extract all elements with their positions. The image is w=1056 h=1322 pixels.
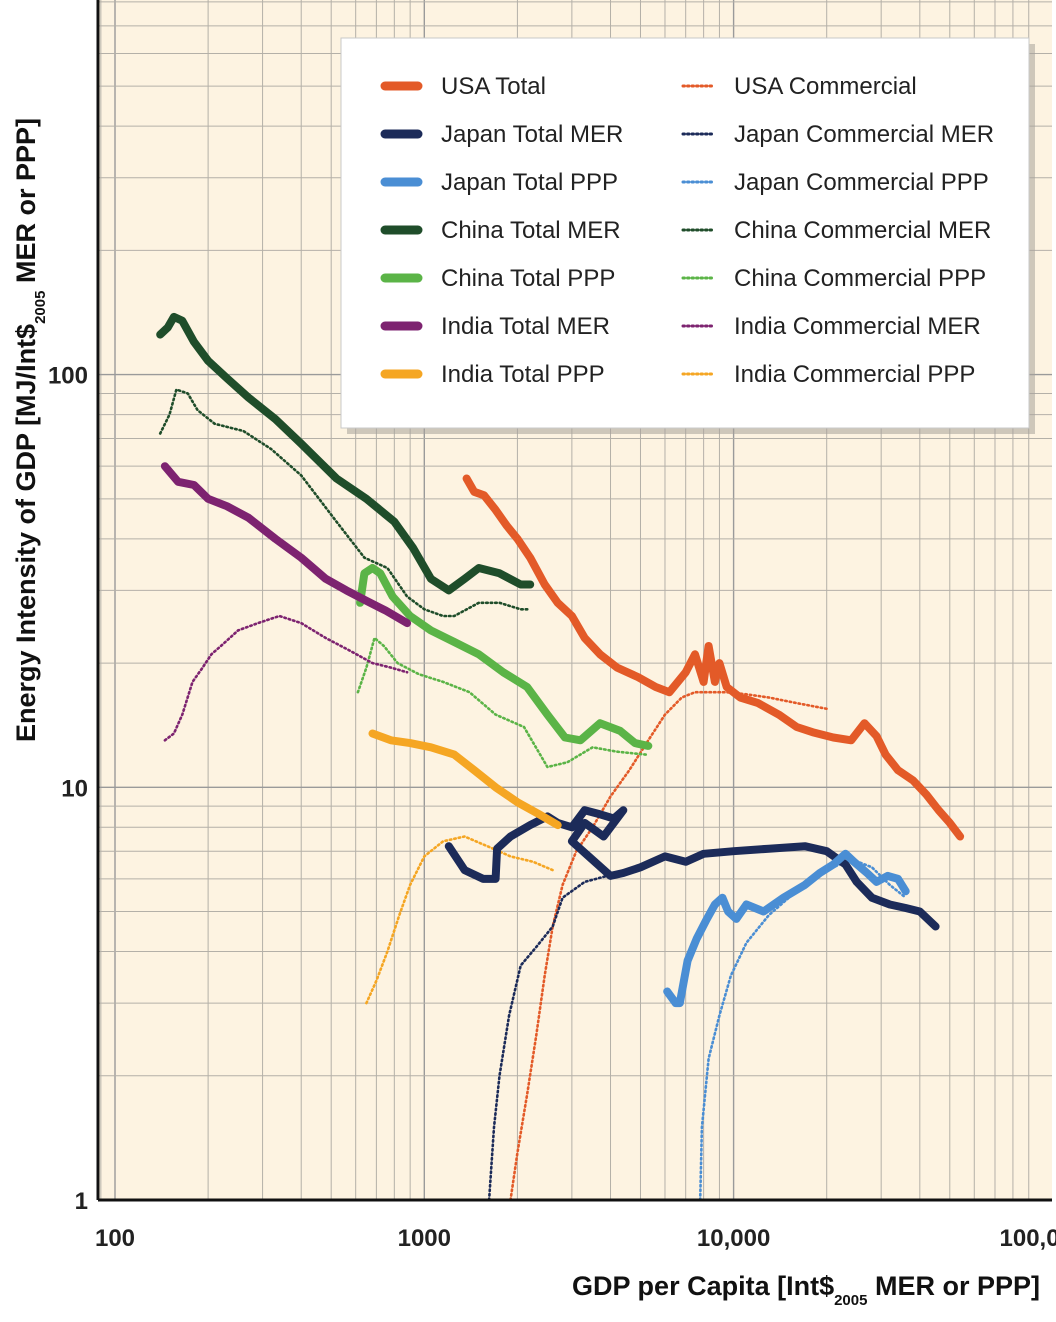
legend-item-china-commercial-mer: China Commercial MER [681,217,991,244]
series-line-india-total-ppp [368,729,562,830]
legend-label: India Commercial PPP [734,361,975,388]
series-line-japan-commercial-mer [487,871,628,1202]
legend-items: USA Total Japan Total MER Japan Total PPP C… [380,73,994,388]
legend-label: India Total MER [441,313,610,340]
series-line-japan-total-ppp [663,849,910,1008]
legend-label: India Total PPP [441,361,605,388]
legend-item-china-total-mer: China Total MER [380,217,621,244]
x-tick-label: 1000 [398,1225,451,1252]
legend-item-china-commercial-ppp: China Commercial PPP [681,265,986,292]
tick-labels: 100 1000 10,000 100,000 1 10 100 [48,363,1056,1252]
legend-box [340,37,1030,429]
y-tick-label: 10 [61,775,88,802]
y-axis-title-sub: 2005 [32,291,49,324]
legend-label: China Total PPP [441,265,615,292]
legend-item-japan-commercial-ppp: Japan Commercial PPP [681,169,989,196]
legend-label: USA Commercial [734,73,917,100]
legend-label: India Commercial MER [734,313,981,340]
x-axis-title-sub: 2005 [834,1292,867,1309]
series-line-china-total-ppp [356,564,653,750]
legend-item-india-total-ppp: India Total PPP [380,361,605,388]
legend-label: Japan Commercial MER [734,121,994,148]
legend-item-china-total-ppp: China Total PPP [380,265,615,292]
series-line-usa-total [462,474,965,841]
legend-item-japan-total-ppp: Japan Total PPP [380,169,618,196]
legend-item-japan-commercial-mer: Japan Commercial MER [681,121,994,148]
series-line-china-commercial-ppp [356,636,648,769]
x-axis-title-rest: MER or PPP] [867,1271,1040,1301]
legend-label: USA Total [441,73,546,100]
legend-label: China Commercial MER [734,217,991,244]
legend-item-japan-total-mer: Japan Total MER [380,121,623,148]
series-line-india-commercial-ppp [365,835,554,1005]
series-line-japan-commercial-ppp [698,857,907,1202]
legend-label: Japan Commercial PPP [734,169,989,196]
legend-label: China Commercial PPP [734,265,986,292]
legend: USA Total Japan Total MER Japan Total PPP C… [340,37,1035,434]
legend-item-india-commercial-ppp: India Commercial PPP [681,361,975,388]
legend-label: China Total MER [441,217,621,244]
legend-label: Japan Total MER [441,121,623,148]
y-tick-label: 1 [75,1188,88,1215]
legend-item-india-commercial-mer: India Commercial MER [681,313,981,340]
series-line-china-commercial-mer [158,388,532,618]
legend-label: Japan Total PPP [441,169,618,196]
x-tick-label: 100 [95,1225,135,1252]
x-axis-title: GDP per Capita [Int$2005 MER or PPP] [572,1271,1040,1309]
legend-item-india-total-mer: India Total MER [380,313,610,340]
y-axis-title: Energy Intensity of GDP [MJ/Int$2005 MER… [11,118,49,742]
x-axis-title-main: GDP per Capita [Int$ [572,1271,834,1301]
series-line-japan-total-mer [444,806,940,931]
series-layer [156,312,965,1202]
x-tick-label: 10,000 [697,1225,770,1252]
y-axis-title-main: Energy Intensity of GDP [MJ/Int$ [11,324,41,742]
legend-item-usa-total: USA Total [380,73,546,100]
x-tick-label: 100,000 [1000,1225,1056,1252]
legend-item-usa-commercial: USA Commercial [681,73,917,100]
series-line-china-total-mer [156,312,535,595]
series-line-india-commercial-mer [163,614,409,742]
series-line-india-total-mer [160,462,412,628]
y-tick-label: 100 [48,363,88,390]
y-axis-title-rest: MER or PPP] [11,118,41,291]
axes [96,0,1052,1202]
